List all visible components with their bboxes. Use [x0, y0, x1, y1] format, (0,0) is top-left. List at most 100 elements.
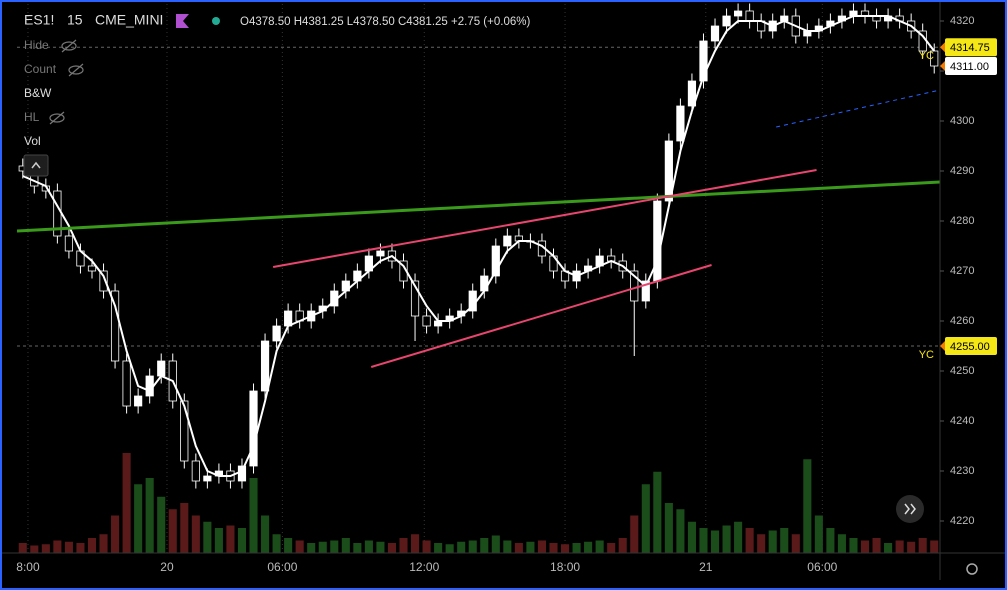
volume-bar	[226, 525, 235, 553]
volume-bar	[122, 453, 131, 553]
volume-bar	[284, 538, 293, 553]
volume-bar	[503, 540, 512, 553]
price-label-box	[945, 57, 997, 75]
volume-bar	[41, 544, 50, 553]
volume-bar	[618, 538, 627, 553]
volume-bar	[572, 543, 581, 553]
x-tick-label: 06:00	[267, 560, 297, 574]
volume-bar	[180, 503, 189, 553]
volume-bar	[64, 541, 73, 553]
volume-bar	[445, 544, 454, 553]
scroll-button[interactable]	[896, 495, 924, 523]
volume-bar	[249, 478, 258, 553]
menu-item[interactable]: B&W	[24, 86, 52, 100]
candle-body	[272, 325, 281, 342]
trendline	[776, 89, 940, 128]
candle-body	[64, 235, 74, 252]
volume-bar	[560, 544, 570, 553]
status-dot	[212, 17, 220, 25]
volume-bar	[295, 540, 304, 553]
volume-bar	[376, 541, 385, 553]
volume-bar	[837, 534, 846, 553]
volume-bar	[653, 471, 662, 553]
volume-bar	[318, 541, 327, 553]
volume-bar	[18, 543, 27, 553]
y-tick-label: 4250	[950, 365, 974, 377]
volume-bar	[872, 538, 881, 553]
plot-area	[17, 0, 940, 553]
volume-bar	[687, 521, 696, 553]
candle-body	[410, 280, 420, 317]
price-label-arrow	[940, 42, 945, 53]
candle-body	[687, 80, 697, 107]
candle-body	[237, 465, 247, 482]
volume-bar	[399, 538, 408, 553]
volume-bar	[157, 496, 166, 553]
menu-item[interactable]: Hide	[24, 38, 49, 52]
volume-bar	[630, 515, 639, 553]
volume-bar	[272, 534, 281, 553]
volume-bar	[664, 503, 673, 553]
candle-body	[260, 340, 270, 392]
volume-bar	[341, 538, 350, 553]
settings-icon[interactable]	[966, 563, 978, 575]
candle-body	[503, 235, 512, 247]
volume-bar	[826, 528, 835, 553]
volume-bar	[757, 534, 766, 553]
collapse-icon	[31, 161, 41, 169]
volume-bar	[457, 541, 466, 553]
y-tick-label: 4240	[950, 415, 974, 427]
interval[interactable]: 15	[67, 12, 83, 28]
volume-bar	[584, 541, 593, 553]
scroll-icon	[904, 503, 916, 515]
x-tick-label: 12:00	[409, 560, 439, 574]
candle-body	[630, 270, 639, 302]
volume-bar	[722, 525, 731, 553]
volume-bar	[145, 478, 154, 553]
candle-body	[491, 245, 500, 277]
moving-average	[22, 15, 935, 477]
flag-icon[interactable]	[176, 14, 189, 28]
menu-item[interactable]: Vol	[24, 134, 41, 148]
volume-bar	[814, 515, 823, 553]
yc-label: YC	[919, 349, 934, 361]
candle-body	[664, 140, 673, 202]
volume-bar	[514, 543, 523, 553]
volume-bar	[422, 540, 431, 553]
price-label: 4255.00	[950, 341, 990, 353]
symbol[interactable]: ES1!	[24, 12, 54, 28]
x-tick-label: 20	[160, 560, 174, 574]
volume-bar	[884, 543, 893, 553]
price-label-box	[945, 337, 997, 355]
volume-bar	[99, 534, 108, 553]
volume-bar	[330, 540, 339, 553]
menu-item[interactable]: Count	[24, 62, 57, 76]
volume-bar	[491, 535, 500, 553]
volume-bar	[745, 528, 754, 553]
volume-bar	[641, 484, 650, 553]
candle-body	[122, 360, 131, 407]
menu-item[interactable]: HL	[24, 110, 40, 124]
header: ES1! 15 CME_MINI O4378.50 H4381.25 L4378…	[24, 12, 530, 28]
volume-bar	[907, 541, 916, 553]
trendline	[272, 169, 817, 268]
candle-body	[480, 275, 489, 292]
candle-body	[699, 40, 708, 82]
x-tick-label: 18:00	[550, 560, 580, 574]
price-label-arrow	[940, 341, 945, 351]
y-tick-label: 4220	[950, 515, 974, 527]
collapse-button[interactable]	[23, 154, 49, 177]
y-tick-label: 4320	[950, 15, 974, 27]
y-tick-label: 4290	[950, 165, 974, 177]
candle-body	[653, 200, 662, 282]
candle-body	[180, 400, 189, 462]
volume-bar	[537, 540, 546, 553]
exchange: CME_MINI	[95, 12, 163, 28]
volume-bar	[676, 509, 685, 553]
volume-bar	[307, 543, 316, 553]
candle-body	[145, 375, 154, 397]
volume-bar	[803, 459, 812, 553]
